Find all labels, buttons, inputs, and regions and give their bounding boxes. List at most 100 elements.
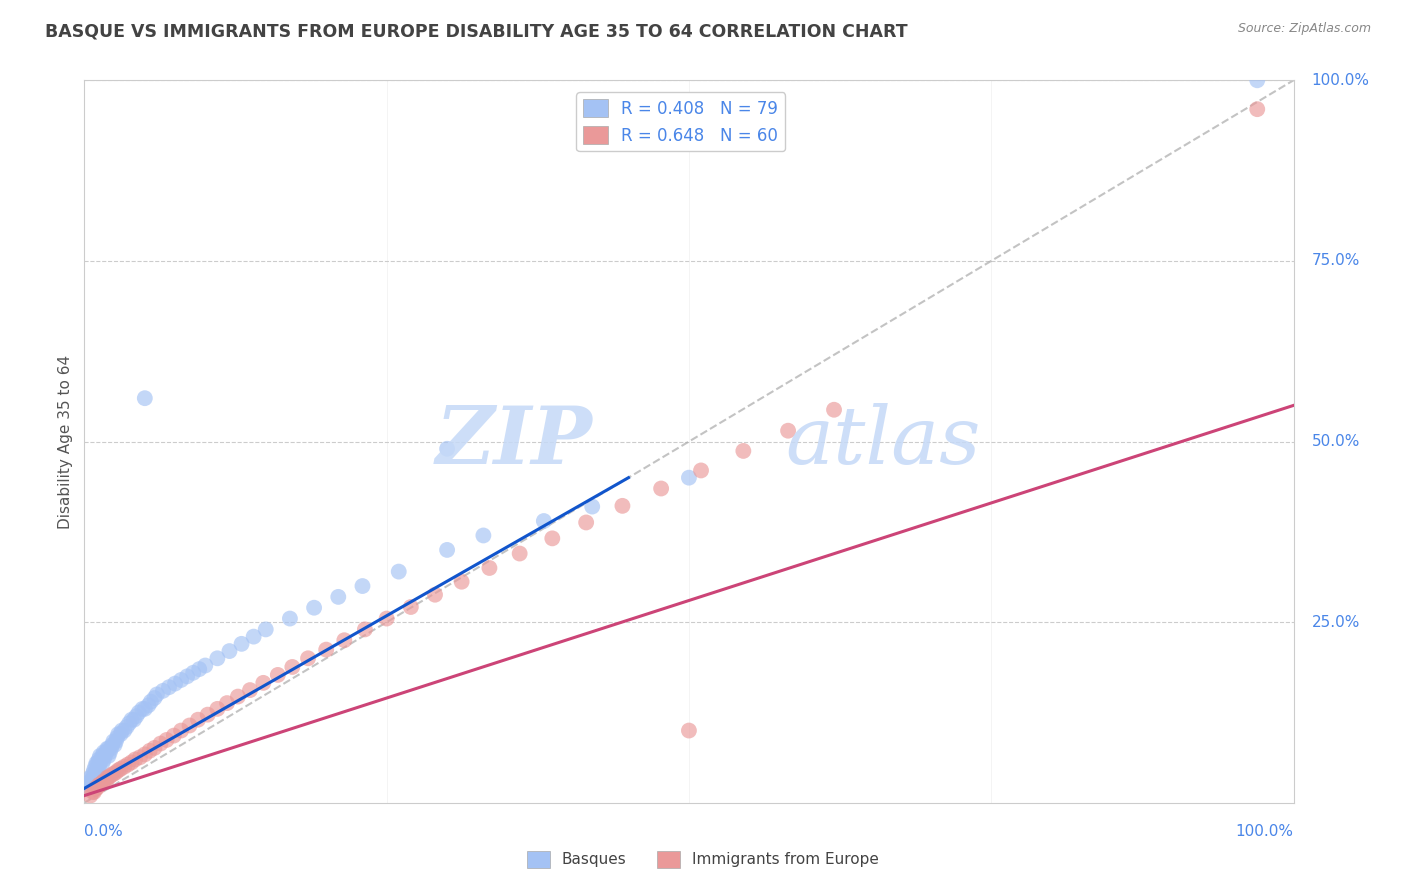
Point bbox=[612, 499, 634, 513]
Point bbox=[436, 542, 458, 557]
Point bbox=[138, 744, 160, 758]
Point bbox=[82, 771, 104, 785]
Point bbox=[354, 623, 377, 637]
Point bbox=[89, 756, 111, 770]
Point bbox=[226, 690, 249, 704]
Text: 100.0%: 100.0% bbox=[1236, 824, 1294, 839]
Point bbox=[110, 762, 132, 776]
Text: Source: ZipAtlas.com: Source: ZipAtlas.com bbox=[1237, 22, 1371, 36]
Point bbox=[450, 574, 472, 589]
Point bbox=[100, 768, 122, 782]
Point bbox=[352, 579, 374, 593]
Point bbox=[84, 767, 107, 781]
Point bbox=[86, 764, 108, 778]
Point bbox=[104, 734, 127, 748]
Point bbox=[86, 756, 108, 770]
Point bbox=[107, 727, 129, 741]
Point bbox=[194, 658, 217, 673]
Point bbox=[94, 745, 117, 759]
Text: 75.0%: 75.0% bbox=[1312, 253, 1360, 268]
Point bbox=[163, 729, 186, 743]
Point bbox=[333, 633, 356, 648]
Point bbox=[91, 775, 114, 789]
Point bbox=[436, 442, 458, 456]
Point bbox=[823, 402, 845, 417]
Point bbox=[103, 734, 125, 748]
Point bbox=[131, 702, 153, 716]
Legend: Basques, Immigrants from Europe: Basques, Immigrants from Europe bbox=[520, 845, 886, 873]
Point bbox=[143, 740, 166, 755]
Point bbox=[129, 750, 152, 764]
Point bbox=[207, 702, 229, 716]
Point bbox=[152, 683, 174, 698]
Point bbox=[96, 741, 118, 756]
Point bbox=[315, 642, 337, 657]
Point bbox=[778, 424, 800, 438]
Point bbox=[155, 733, 177, 747]
Text: BASQUE VS IMMIGRANTS FROM EUROPE DISABILITY AGE 35 TO 64 CORRELATION CHART: BASQUE VS IMMIGRANTS FROM EUROPE DISABIL… bbox=[45, 22, 908, 40]
Point bbox=[541, 532, 564, 546]
Point bbox=[197, 707, 219, 722]
Point bbox=[509, 547, 531, 561]
Point bbox=[77, 781, 100, 796]
Point bbox=[125, 709, 148, 723]
Point bbox=[678, 723, 700, 738]
Point bbox=[650, 482, 672, 496]
Point bbox=[575, 516, 598, 530]
Point bbox=[89, 778, 111, 792]
Text: 0.0%: 0.0% bbox=[84, 824, 124, 839]
Point bbox=[478, 561, 501, 575]
Point bbox=[117, 757, 139, 772]
Point bbox=[423, 588, 446, 602]
Point bbox=[1246, 73, 1268, 87]
Point bbox=[101, 738, 124, 752]
Point bbox=[91, 756, 114, 770]
Text: 50.0%: 50.0% bbox=[1312, 434, 1360, 449]
Point bbox=[170, 723, 193, 738]
Point bbox=[93, 774, 115, 789]
Point bbox=[252, 676, 274, 690]
Point bbox=[103, 767, 125, 781]
Point bbox=[187, 713, 209, 727]
Point bbox=[281, 660, 304, 674]
Point bbox=[143, 691, 166, 706]
Point bbox=[90, 752, 112, 766]
Point bbox=[128, 706, 150, 720]
Point bbox=[100, 741, 122, 756]
Point bbox=[96, 771, 118, 785]
Point bbox=[533, 514, 555, 528]
Point bbox=[87, 760, 110, 774]
Point bbox=[179, 718, 201, 732]
Point bbox=[149, 737, 172, 751]
Point bbox=[79, 771, 101, 785]
Point bbox=[121, 713, 143, 727]
Point bbox=[82, 785, 104, 799]
Point bbox=[239, 683, 262, 698]
Point bbox=[84, 781, 107, 796]
Point bbox=[375, 611, 398, 625]
Point bbox=[302, 600, 325, 615]
Point bbox=[79, 774, 101, 789]
Point bbox=[104, 738, 127, 752]
Point bbox=[231, 637, 253, 651]
Point bbox=[97, 771, 120, 785]
Point bbox=[388, 565, 411, 579]
Point bbox=[93, 745, 115, 759]
Point bbox=[207, 651, 229, 665]
Point bbox=[94, 774, 117, 789]
Point bbox=[80, 774, 103, 789]
Point bbox=[98, 745, 121, 759]
Point bbox=[86, 767, 108, 781]
Point bbox=[157, 680, 180, 694]
Point bbox=[122, 713, 145, 727]
Point bbox=[188, 662, 211, 676]
Point bbox=[91, 748, 114, 763]
Point bbox=[678, 470, 700, 484]
Point bbox=[254, 623, 277, 637]
Point bbox=[110, 727, 132, 741]
Point bbox=[112, 760, 135, 774]
Point bbox=[118, 716, 141, 731]
Point bbox=[79, 789, 101, 803]
Point bbox=[87, 778, 110, 792]
Point bbox=[134, 391, 156, 405]
